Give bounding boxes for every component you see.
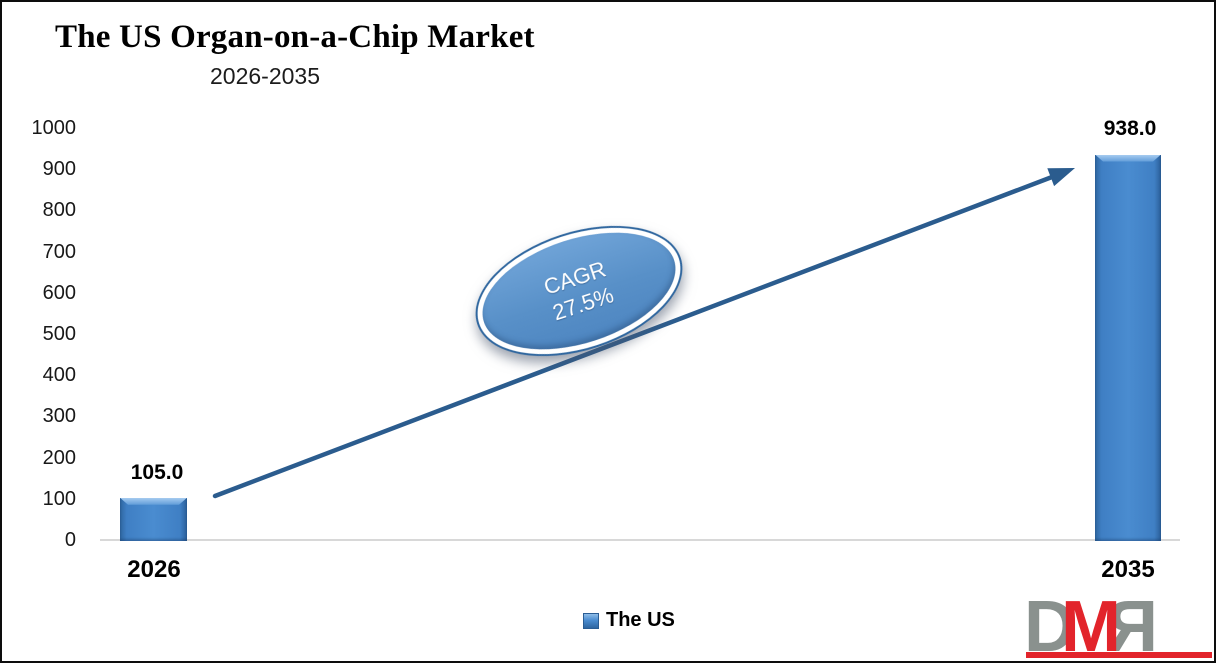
y-tick-800: 800 — [42, 199, 76, 221]
growth-arrow-line — [212, 174, 1055, 499]
y-tick-300: 300 — [42, 405, 76, 427]
x-tick-2026: 2026 — [127, 556, 181, 583]
chart-title: The US Organ-on-a-Chip Market — [55, 19, 535, 55]
data-label-2035: 938.0 — [1103, 117, 1157, 140]
y-tick-400: 400 — [42, 364, 76, 386]
data-label-2026: 105.0 — [130, 461, 184, 484]
dmr-logo-underline — [1026, 652, 1212, 658]
y-tick-700: 700 — [42, 241, 76, 263]
y-tick-0: 0 — [64, 529, 76, 551]
y-tick-200: 200 — [42, 447, 76, 469]
legend-marker-icon — [583, 612, 599, 629]
legend-label: The US — [606, 609, 675, 631]
dmr-logo-letters: D M R — [1024, 587, 1158, 667]
x-tick-2035: 2035 — [1101, 556, 1155, 583]
y-tick-100: 100 — [42, 488, 76, 510]
dmr-letter-m: M — [1061, 587, 1121, 667]
y-tick-900: 900 — [42, 158, 76, 180]
dmr-letter-d: D — [1024, 587, 1076, 667]
y-tick-1000: 1000 — [31, 117, 77, 139]
legend: The US — [583, 609, 675, 632]
bar-2035 — [1095, 154, 1161, 541]
y-tick-600: 600 — [42, 282, 76, 304]
growth-arrow-head — [1047, 168, 1075, 187]
y-tick-500: 500 — [42, 323, 76, 345]
bar-2026 — [120, 497, 187, 541]
dmr-logo: D M R — [1024, 587, 1212, 667]
chart-subtitle: 2026-2035 — [210, 63, 320, 89]
x-axis-line — [100, 539, 1180, 541]
